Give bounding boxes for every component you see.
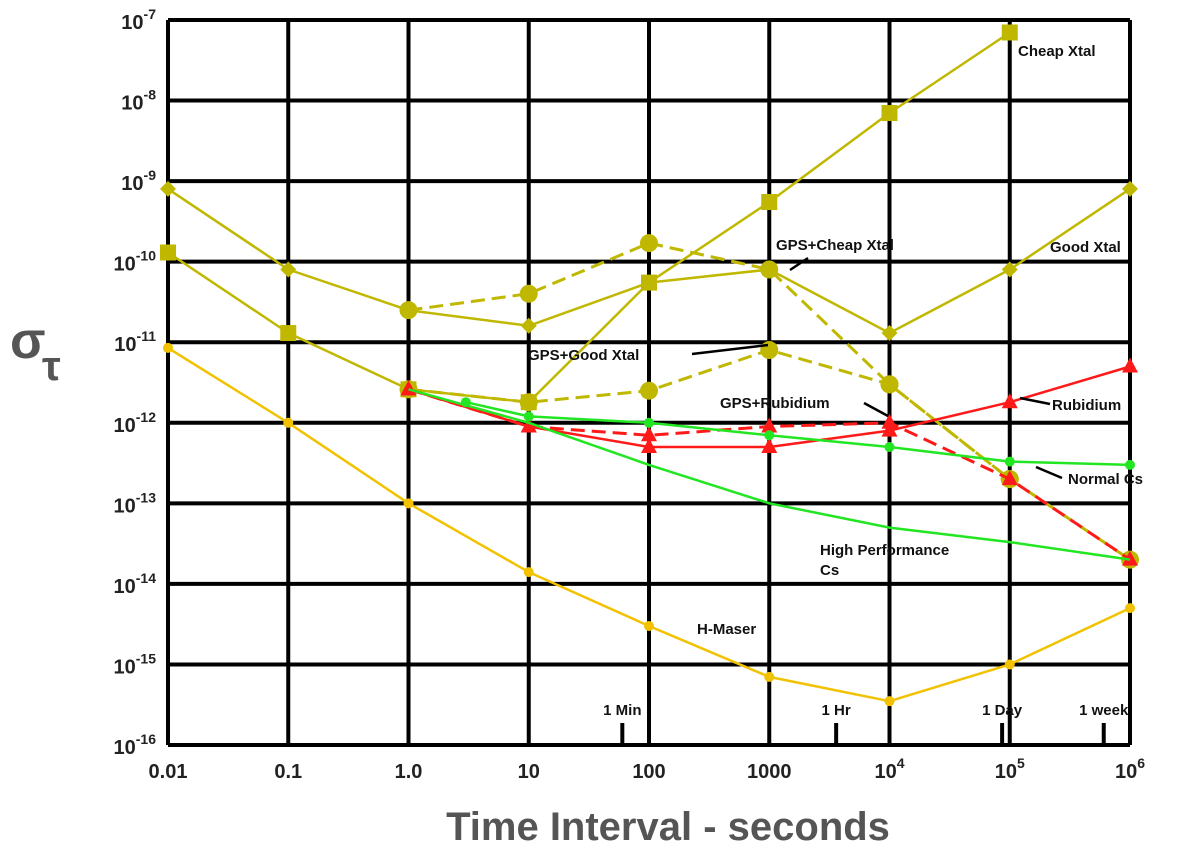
data-point [641,426,657,442]
data-point [399,301,418,320]
data-point [760,260,779,279]
time-marker-label: 1 Hr [822,702,851,719]
series-label: GPS+Cheap Xtal [776,237,894,254]
x-tick-label: 100 [632,761,665,783]
time-marker-label: 1 week [1079,702,1129,719]
series-label: High Performance Cs [820,542,949,579]
series-label: GPS+Rubidium [720,395,830,412]
data-point [640,234,658,253]
series-label: Normal Cs [1068,471,1143,488]
series-label: Good Xtal [1050,239,1121,256]
y-axis-subscript: τ [42,342,61,389]
y-tick-label: 10-15 [114,650,157,678]
time-marker-label: 1 Day [982,702,1023,719]
data-point [881,325,898,342]
data-point [761,417,778,433]
data-point [764,671,775,682]
time-marker-label: 1 Min [603,702,641,719]
data-point [1004,659,1015,670]
data-point [644,417,654,428]
data-point [523,567,534,578]
y-tick-label: 10-13 [114,489,157,517]
data-point [761,194,778,211]
label-leader-line [1019,396,1051,406]
label-leader-line [863,401,889,418]
series-line [167,31,1011,404]
data-point [1001,470,1018,486]
data-point [880,375,899,394]
x-tick-label: 1000 [747,761,792,783]
y-tick-label: 10-10 [114,248,157,276]
data-point [160,180,176,197]
x-axis-title: Time Interval - seconds [446,805,890,849]
data-point [881,421,898,437]
data-point [761,438,778,454]
x-tick-label: 105 [995,755,1025,783]
x-tick-label: 10 [518,761,540,783]
grid [166,18,1132,747]
data-point [1125,459,1135,470]
data-point [280,261,297,278]
data-point [641,438,657,454]
x-tick-label: 0.01 [149,761,188,783]
data-point [884,442,895,453]
y-tick-label: 10-16 [114,731,157,759]
y-tick-label: 10-12 [114,409,157,437]
data-point [280,325,297,342]
y-tick-label: 10-7 [121,6,156,34]
data-point [520,317,537,334]
x-tick-label: 104 [874,755,904,783]
series-labels: Cheap Xtal Good Xtal GPS+Cheap Xtal GPS+Goo… [528,43,1143,638]
data-point [403,498,414,509]
data-point [163,342,173,353]
y-tick-label: 10-9 [121,167,156,195]
data-point [1004,456,1015,467]
data-point [760,341,779,360]
series-line [408,388,1131,561]
x-tick-label: 106 [1115,755,1145,783]
label-leader-line [691,343,769,356]
series-lines [160,24,1139,707]
data-point [520,417,537,433]
y-axis-symbol: σ [10,312,46,370]
label-leader-line [1035,465,1063,480]
x-tick-label: 0.1 [274,761,302,783]
data-point [644,621,654,632]
data-point [881,105,898,122]
label-leader-line [789,256,809,272]
data-point [1001,393,1018,409]
series-label: Cheap Xtal [1018,43,1096,60]
series-label: H-Maser [697,621,756,638]
data-point [519,284,538,303]
data-point [1122,180,1138,197]
data-point [641,274,657,291]
data-point [764,430,775,441]
data-point [884,696,895,707]
time-markers: 1 Min 1 Hr 1 Day 1 week [603,702,1129,745]
data-point [160,244,176,261]
x-tick-label: 1.0 [395,761,423,783]
data-point [1122,357,1138,373]
data-point [1122,550,1138,566]
data-point [881,413,898,429]
data-point [640,381,658,400]
y-tick-label: 10-11 [114,328,156,356]
tick-labels: 0.01 0.1 1.0 10 100 1000 104 105 106 10-7 10-8 10-9… [114,6,1146,783]
data-point [1001,24,1018,41]
series-label: Rubidium [1052,397,1121,414]
data-point [283,417,294,428]
series-line [408,348,1011,481]
y-tick-label: 10-8 [121,87,156,115]
data-point [523,411,534,422]
y-tick-label: 10-14 [114,570,157,598]
series-label: GPS+Good Xtal [528,347,639,364]
data-point [519,393,538,412]
data-point [1001,261,1018,278]
data-point [1125,603,1135,614]
